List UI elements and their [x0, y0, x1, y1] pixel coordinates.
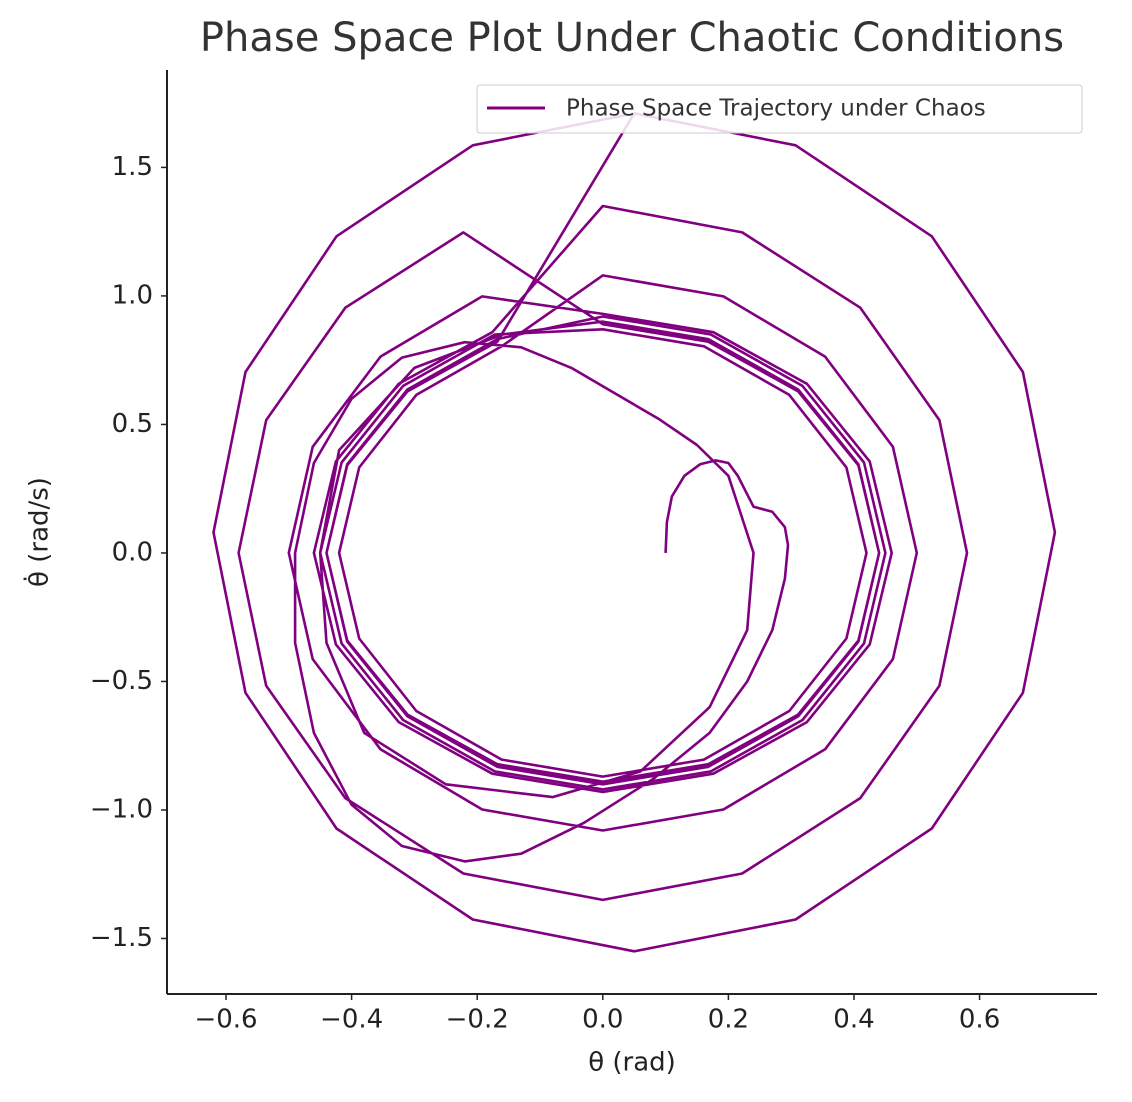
y-tick-label: 0.5: [112, 409, 153, 439]
y-tick-label: −1.5: [90, 923, 153, 953]
y-tick-label: −0.5: [90, 666, 153, 696]
x-tick-label: −0.6: [194, 1005, 257, 1035]
x-tick-label: 0.4: [833, 1005, 874, 1035]
y-tick-label: 1.0: [112, 280, 153, 310]
y-tick-label: −1.0: [90, 794, 153, 824]
x-tick-label: 0.0: [582, 1005, 623, 1035]
chart-title: Phase Space Plot Under Chaotic Condition…: [200, 15, 1064, 61]
y-tick-label: 1.5: [112, 152, 153, 182]
x-tick-label: −0.2: [446, 1005, 509, 1035]
y-axis-label: θ̇ (rad/s): [22, 477, 55, 587]
trajectory-line: [212, 112, 1057, 953]
x-tick-label: 0.2: [708, 1005, 749, 1035]
x-tick-label: 0.6: [959, 1005, 1000, 1035]
legend-label: Phase Space Trajectory under Chaos: [566, 96, 986, 122]
y-tick-label: 0.0: [112, 537, 153, 567]
x-tick-label: −0.4: [320, 1005, 383, 1035]
legend-box: [476, 84, 1083, 134]
x-axis-label: θ (rad): [588, 1048, 676, 1078]
